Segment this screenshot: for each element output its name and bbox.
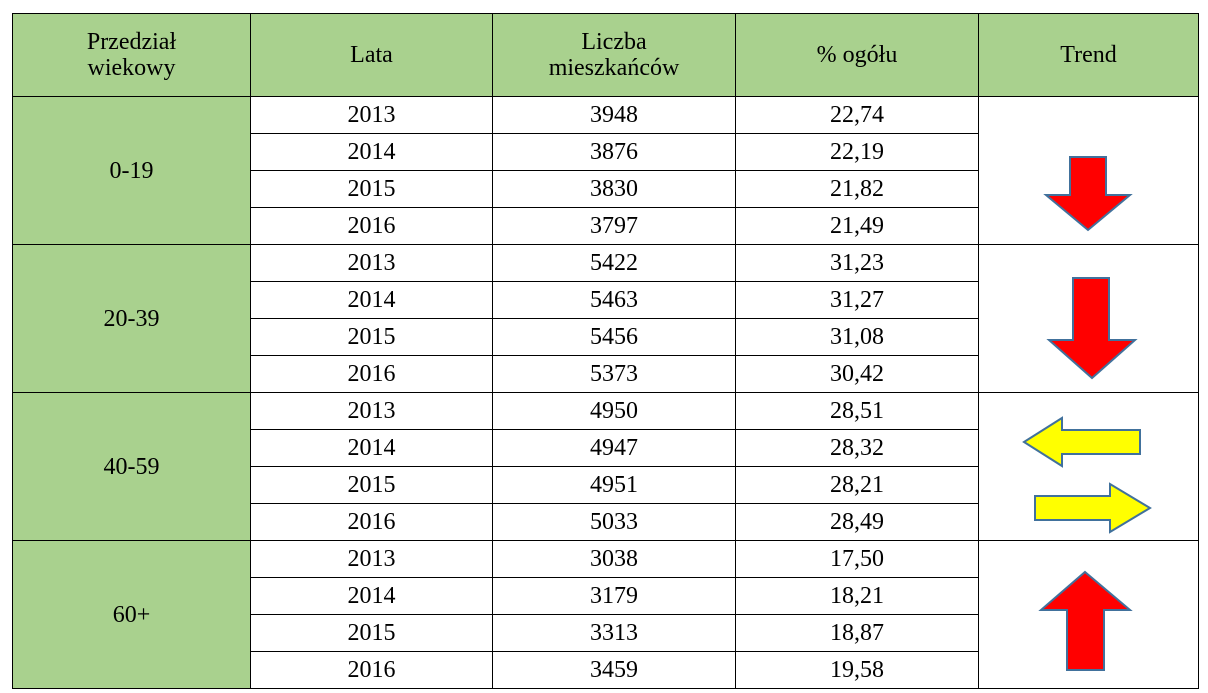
data-cell: 18,21 <box>735 577 979 615</box>
data-cell: 2016 <box>250 207 493 245</box>
data-row: 2015 4951 28,21 <box>13 466 1199 504</box>
data-cell: 28,32 <box>735 429 979 467</box>
data-cell: 21,49 <box>735 207 979 245</box>
trend-cell <box>978 392 1199 541</box>
header-cell: Trend <box>978 13 1199 97</box>
data-cell: 5033 <box>492 503 736 541</box>
header-row: Przedział wiekowy Lata Liczba mieszkańcó… <box>12 13 1199 97</box>
data-cell: 2014 <box>250 281 493 319</box>
data-cell: 5373 <box>492 355 736 393</box>
data-cell: 2014 <box>250 429 493 467</box>
data-cell: 31,08 <box>735 318 979 356</box>
data-cell: 28,21 <box>735 466 979 504</box>
data-row: 60+ 2013 3038 17,50 <box>12 540 1199 689</box>
data-cell: 31,27 <box>735 281 979 319</box>
data-row: 20-39 2013 5422 31,23 <box>12 244 1199 393</box>
data-cell: 5456 <box>492 318 736 356</box>
data-row: 2015 3313 18,87 <box>13 614 1199 652</box>
data-row: 40-59 2013 4950 28,51 <box>12 392 1199 541</box>
data-cell: 2013 <box>250 244 493 282</box>
data-cell: 31,23 <box>735 244 979 282</box>
data-row: 2016 5033 28,49 <box>13 503 1199 541</box>
data-row: 2014 5463 31,27 <box>13 281 1199 319</box>
age-group-cell: 0-19 <box>12 96 251 245</box>
data-cell: 3179 <box>492 577 736 615</box>
header-cell: % ogółu <box>735 13 979 97</box>
header-text: % ogółu <box>816 42 898 68</box>
data-cell: 2015 <box>250 614 493 652</box>
header-text: Lata <box>350 42 393 68</box>
data-cell: 2015 <box>250 170 493 208</box>
data-cell: 2013 <box>250 96 493 134</box>
data-row: 0-19 2013 3948 22,74 <box>12 96 1199 245</box>
data-cell: 2016 <box>250 503 493 541</box>
data-cell: 30,42 <box>735 355 979 393</box>
age-group-cell: 20-39 <box>12 244 251 393</box>
data-cell: 4950 <box>492 392 736 430</box>
population-table: Przedział wiekowy Lata Liczba mieszkańcó… <box>12 13 1199 689</box>
data-cell: 2016 <box>250 355 493 393</box>
table-body: 0-19 2013 3948 22,74 2014 3876 22,19 2015 3830 21… <box>12 96 1199 689</box>
data-cell: 21,82 <box>735 170 979 208</box>
data-cell: 3313 <box>492 614 736 652</box>
data-row: 2016 3459 19,58 <box>13 651 1199 689</box>
data-cell: 3876 <box>492 133 736 171</box>
data-cell: 28,49 <box>735 503 979 541</box>
header-cell: Przedział wiekowy <box>12 13 251 97</box>
trend-cell <box>978 244 1199 393</box>
header-cell: Lata <box>250 13 493 97</box>
data-cell: 22,19 <box>735 133 979 171</box>
data-cell: 18,87 <box>735 614 979 652</box>
data-cell: 2015 <box>250 466 493 504</box>
header-text: Trend <box>1060 42 1117 68</box>
data-cell: 2014 <box>250 577 493 615</box>
data-cell: 4947 <box>492 429 736 467</box>
data-row: 2014 3876 22,19 <box>13 133 1199 171</box>
data-cell: 2013 <box>250 540 493 578</box>
header-text: Przedział wiekowy <box>86 29 177 81</box>
data-cell: 2016 <box>250 651 493 689</box>
header-text: Liczba mieszkańców <box>548 29 680 81</box>
data-row: 2016 5373 30,42 <box>13 355 1199 393</box>
trend-cell <box>978 96 1199 245</box>
data-cell: 19,58 <box>735 651 979 689</box>
data-row: 2015 5456 31,08 <box>13 318 1199 356</box>
data-cell: 17,50 <box>735 540 979 578</box>
data-cell: 3948 <box>492 96 736 134</box>
header-cell: Liczba mieszkańców <box>492 13 736 97</box>
age-group-cell: 40-59 <box>12 392 251 541</box>
trend-cell <box>978 540 1199 689</box>
data-cell: 22,74 <box>735 96 979 134</box>
data-row: 2014 4947 28,32 <box>13 429 1199 467</box>
data-cell: 5463 <box>492 281 736 319</box>
data-cell: 2014 <box>250 133 493 171</box>
data-cell: 3830 <box>492 170 736 208</box>
age-group-cell: 60+ <box>12 540 251 689</box>
data-cell: 4951 <box>492 466 736 504</box>
data-cell: 3459 <box>492 651 736 689</box>
data-cell: 3797 <box>492 207 736 245</box>
data-cell: 2015 <box>250 318 493 356</box>
data-cell: 3038 <box>492 540 736 578</box>
data-cell: 2013 <box>250 392 493 430</box>
data-cell: 5422 <box>492 244 736 282</box>
data-cell: 28,51 <box>735 392 979 430</box>
